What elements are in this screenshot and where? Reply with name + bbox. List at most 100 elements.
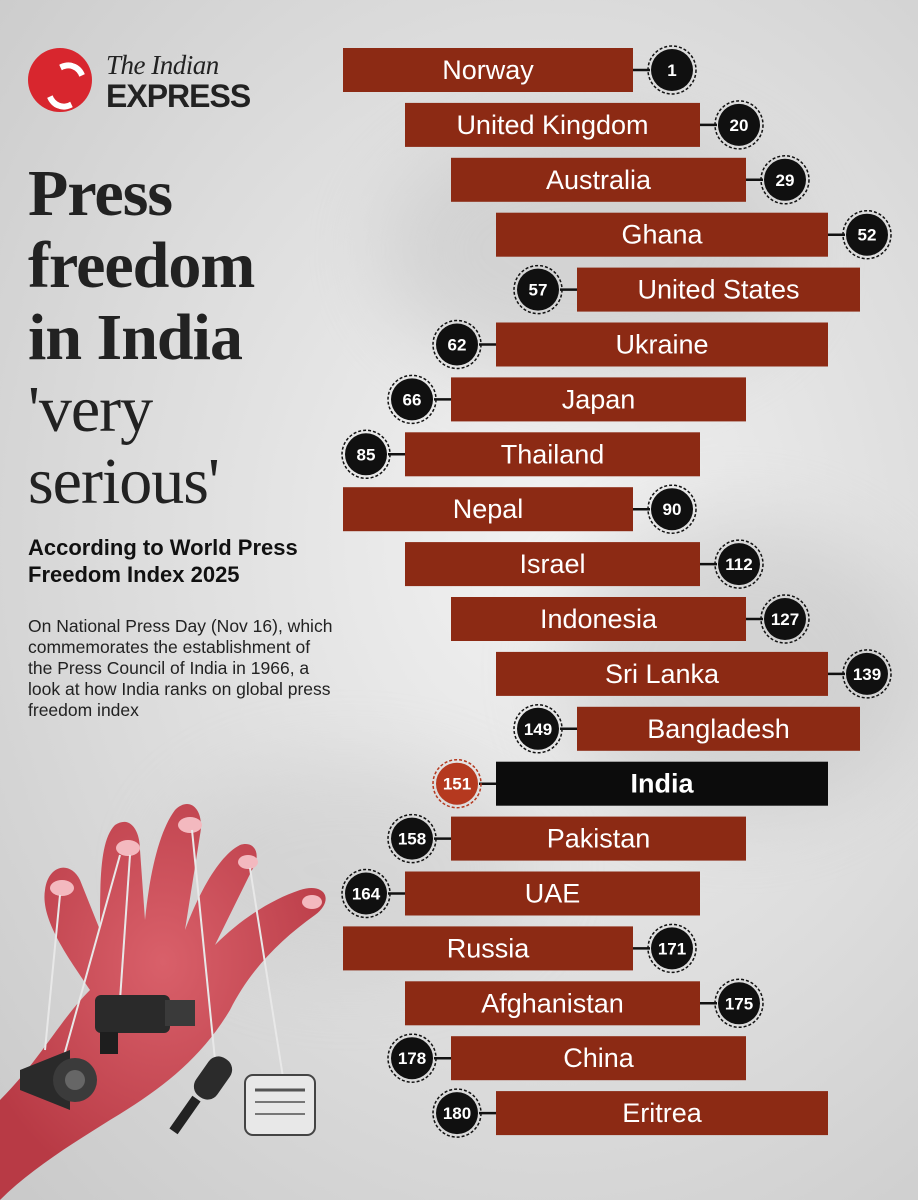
ranking-row: Japan 66 <box>387 374 746 425</box>
rank-badge-ring <box>387 813 437 864</box>
bar-nepal <box>343 487 633 532</box>
title-line-2: freedom <box>28 229 255 302</box>
bar-norway <box>343 48 633 92</box>
rank-badge <box>651 927 693 970</box>
rank-badge-ring <box>341 868 391 919</box>
rank-badge-ring <box>513 264 563 315</box>
rank-badge <box>718 103 760 146</box>
ranking-row: Norway 1 <box>343 45 697 95</box>
rank-value: 127 <box>771 610 799 629</box>
bar-afghanistan <box>405 981 700 1026</box>
rank-badge <box>391 1037 433 1080</box>
camera-icon <box>95 995 195 1054</box>
country-label: UAE <box>525 879 581 909</box>
rank-badge <box>651 488 693 531</box>
rank-value: 112 <box>725 555 752 574</box>
country-label: Japan <box>562 384 636 414</box>
rank-badge-ring <box>432 1088 482 1138</box>
bar-russia <box>343 926 633 971</box>
country-label: United Kingdom <box>456 110 648 140</box>
rank-value: 29 <box>776 171 795 190</box>
bar-indonesia <box>451 597 746 641</box>
country-label: Israel <box>519 549 585 579</box>
rank-value: 149 <box>524 720 552 739</box>
rank-badge <box>345 872 387 915</box>
country-label: Norway <box>442 55 534 85</box>
page-title: Press freedom in India 'very serious' <box>28 158 348 518</box>
title-line-1: Press <box>28 157 173 230</box>
rank-value: 62 <box>448 336 467 355</box>
rank-badge <box>436 323 478 366</box>
rank-badge <box>391 378 433 421</box>
rank-badge-ring <box>647 484 697 534</box>
rank-value: 90 <box>663 500 682 519</box>
country-label: India <box>630 769 694 799</box>
rank-value: 1 <box>667 61 676 80</box>
brand-logo-icon <box>28 48 92 112</box>
rank-badge <box>846 652 888 695</box>
ranking-row: Israel 112 <box>405 539 764 589</box>
rank-badge-ring <box>842 209 892 260</box>
rank-badge-ring <box>760 155 810 205</box>
country-label: Australia <box>546 165 652 195</box>
country-label: Nepal <box>453 494 524 524</box>
bar-united-states <box>577 267 860 312</box>
ranking-row: Bangladesh 149 <box>513 704 860 754</box>
bar-ghana <box>496 212 828 257</box>
bar-sri-lanka <box>496 651 828 696</box>
title-line-3: in India <box>28 301 243 374</box>
ranking-row: Nepal 90 <box>343 484 697 534</box>
rank-badge-ring <box>714 100 764 150</box>
bar-united-kingdom <box>405 102 700 147</box>
rank-badge-ring <box>647 45 697 95</box>
rank-badge <box>436 762 478 805</box>
bar-japan <box>451 377 746 422</box>
title-line-4: 'very <box>28 373 153 446</box>
rank-badge <box>651 49 693 91</box>
rank-value: 57 <box>529 281 548 300</box>
ranking-row: Ukraine 62 <box>432 319 828 370</box>
ranking-row: Australia 29 <box>451 155 810 205</box>
puppet-strings <box>44 829 286 1091</box>
microphone-icon <box>169 1056 233 1135</box>
country-label: Pakistan <box>547 824 651 854</box>
rank-badge-ring <box>387 1033 437 1083</box>
rank-badge-ring <box>714 539 764 589</box>
country-label: Eritrea <box>622 1098 703 1128</box>
ranking-row: UAE 164 <box>341 868 700 919</box>
country-label: Russia <box>447 933 531 963</box>
bar-pakistan <box>451 816 746 861</box>
rank-badge <box>391 817 433 860</box>
rank-value: 20 <box>730 116 749 135</box>
rank-badge <box>718 543 760 586</box>
country-label: Bangladesh <box>647 714 790 744</box>
megaphone-icon <box>20 1050 97 1110</box>
ranking-row: Indonesia 127 <box>451 594 810 644</box>
rank-badge-ring <box>760 594 810 644</box>
rank-value: 85 <box>357 445 376 464</box>
rank-badge <box>846 213 888 256</box>
ranking-row: India 151 <box>432 758 828 809</box>
country-label: Afghanistan <box>481 988 624 1018</box>
country-label: Thailand <box>501 439 605 469</box>
rank-badge <box>517 268 559 311</box>
country-label: Indonesia <box>540 604 658 634</box>
brand-name-line1: The Indian <box>106 50 219 80</box>
rank-value: 171 <box>658 939 686 958</box>
country-label: Sri Lanka <box>605 659 720 689</box>
country-label: China <box>563 1043 635 1073</box>
rank-badge <box>764 158 806 201</box>
puppet-hand-illustration <box>0 804 326 1200</box>
bar-bangladesh <box>577 706 860 751</box>
ranking-row: United States 57 <box>513 264 860 315</box>
ranking-row: United Kingdom 20 <box>405 100 764 150</box>
ranking-row: Sri Lanka 139 <box>496 649 892 699</box>
description: On National Press Day (Nov 16), which co… <box>28 616 333 720</box>
rank-badge-ring <box>341 429 391 480</box>
rank-value: 151 <box>443 775 471 794</box>
rank-badge-ring <box>432 758 482 809</box>
brand-logo: The Indian EXPRESS <box>28 44 298 124</box>
rank-badge-ring <box>842 649 892 699</box>
